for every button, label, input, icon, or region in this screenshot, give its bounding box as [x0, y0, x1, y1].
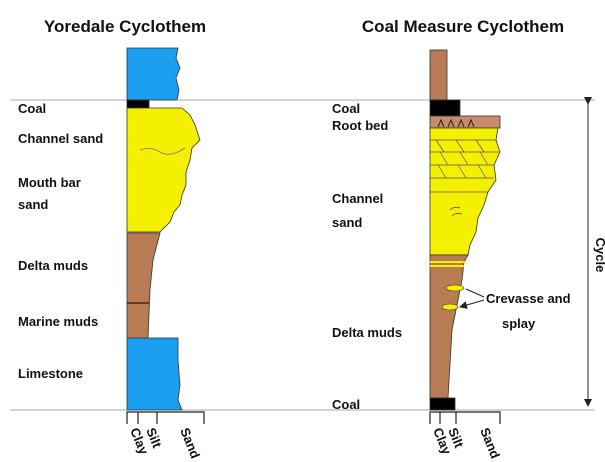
layer-label: Delta muds: [18, 258, 88, 273]
grain-axis: [430, 412, 500, 424]
coal-measure-column: [430, 50, 500, 410]
layer-label: Mouth bar: [18, 175, 81, 190]
layer-label: Coal: [332, 397, 360, 412]
grain-label: Sand: [477, 426, 503, 461]
grain-label: Sand: [177, 426, 203, 461]
layer-label: Marine muds: [18, 314, 98, 329]
annotation: splay: [502, 316, 536, 331]
annotation: Crevasse and: [486, 291, 571, 306]
title: Coal Measure Cyclothem: [362, 17, 564, 36]
layer-label: Coal: [18, 101, 46, 116]
layer-label: sand: [332, 215, 362, 230]
layer-label: sand: [18, 197, 48, 212]
cycle-label: Cycle: [593, 238, 605, 273]
layer-label: Channel: [332, 191, 383, 206]
layer-label: Coal: [332, 101, 360, 116]
title: Yoredale Cyclothem: [44, 17, 206, 36]
layer-label: Channel sand: [18, 131, 103, 146]
yoredale-column: [127, 48, 200, 410]
diagram: Yoredale Cyclothem Coal Measure Cyclothe…: [0, 0, 605, 462]
annotation-arrow: [460, 289, 484, 307]
layer-label: Limestone: [18, 366, 83, 381]
grain-axis: [127, 412, 204, 424]
layer-label: Delta muds: [332, 325, 402, 340]
layer-label: Root bed: [332, 118, 388, 133]
